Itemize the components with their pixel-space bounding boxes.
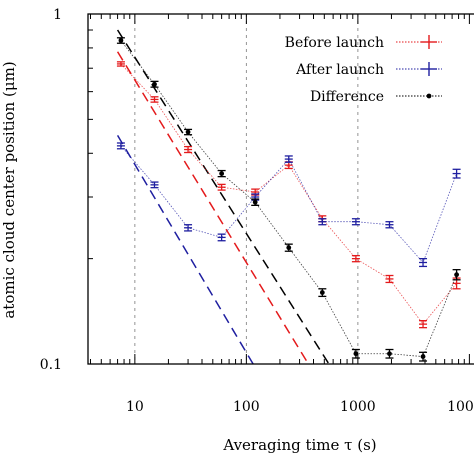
fit-line [116,134,254,364]
legend-label: After launch [295,62,384,78]
data-point [252,199,258,205]
x-tick-label: 100 [233,399,260,415]
series-line [120,40,457,358]
series-after-launch [116,142,461,268]
data-point [387,351,392,357]
fit-line [116,51,310,364]
y-axis-label: atomic cloud center position (μm) [0,61,18,318]
x-tick-label: 1000 [340,399,376,415]
y-tick-label: 1 [53,7,62,23]
series-before-launch [116,61,461,329]
data-point [219,171,225,176]
grid-layer [134,14,359,364]
legend-label: Difference [310,89,384,105]
legend: Before launch After launch Difference [285,35,442,105]
series-layer [116,37,461,362]
data-point [152,81,157,87]
fit-lines [116,29,330,364]
tick-labels: 10 100 1000 10000 0.1 1 [40,7,474,415]
data-point [319,290,325,295]
axis-ticks [88,13,470,365]
data-point [118,38,124,43]
y-tick-label: 0.1 [40,357,62,373]
data-point [353,351,359,357]
data-point [185,129,191,135]
data-point [420,354,426,359]
x-tick-label: 10 [126,399,144,415]
data-point [286,245,292,251]
x-axis-label: Averaging time τ (s) [222,436,376,454]
legend-label: Before launch [285,35,384,51]
fit-line [116,29,330,364]
series-line [120,63,457,325]
series-difference [116,37,461,362]
plot-frame [87,13,474,365]
x-tick-label: 10000 [447,399,474,415]
legend-marker [426,93,432,99]
data-point [454,272,460,278]
